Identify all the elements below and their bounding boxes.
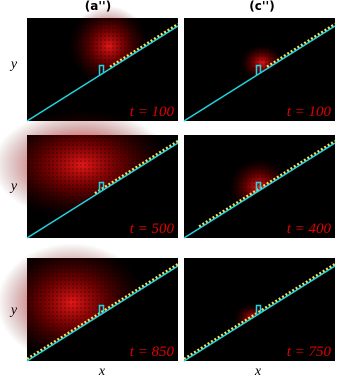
panel: t = 750 bbox=[183, 258, 336, 362]
slope-line bbox=[26, 25, 179, 122]
slope-line bbox=[26, 265, 179, 362]
notch bbox=[255, 181, 262, 193]
dotted-front bbox=[183, 262, 336, 361]
time-label: t = 400 bbox=[287, 221, 332, 237]
time-label: t = 850 bbox=[130, 344, 175, 360]
notch bbox=[98, 304, 105, 316]
time-label: t = 500 bbox=[130, 221, 175, 237]
y-label: y bbox=[9, 57, 18, 72]
time-label: t = 750 bbox=[287, 344, 332, 360]
notch bbox=[98, 181, 105, 193]
panel: t = 400 bbox=[183, 135, 336, 239]
panel: t = 850 bbox=[0, 243, 179, 363]
time-label: t = 100 bbox=[130, 104, 175, 120]
x-label: x bbox=[98, 364, 106, 379]
time-label: t = 100 bbox=[287, 104, 332, 120]
dotted-front bbox=[94, 139, 179, 195]
slope-line bbox=[183, 142, 336, 239]
slope-line bbox=[183, 265, 336, 362]
slope-line bbox=[183, 25, 336, 122]
panel: t = 500 bbox=[0, 110, 179, 239]
panel: t = 100 bbox=[26, 6, 179, 122]
dotted-front bbox=[109, 22, 179, 68]
dotted-front bbox=[198, 139, 336, 228]
notch bbox=[255, 304, 262, 316]
dotted-front bbox=[266, 22, 336, 68]
notch bbox=[98, 64, 105, 76]
dotted-front bbox=[26, 262, 179, 361]
slope-line bbox=[26, 142, 179, 239]
notch bbox=[255, 64, 262, 76]
column-header: (c'') bbox=[249, 0, 274, 13]
x-label: x bbox=[254, 364, 262, 379]
panel: t = 100 bbox=[183, 18, 336, 122]
